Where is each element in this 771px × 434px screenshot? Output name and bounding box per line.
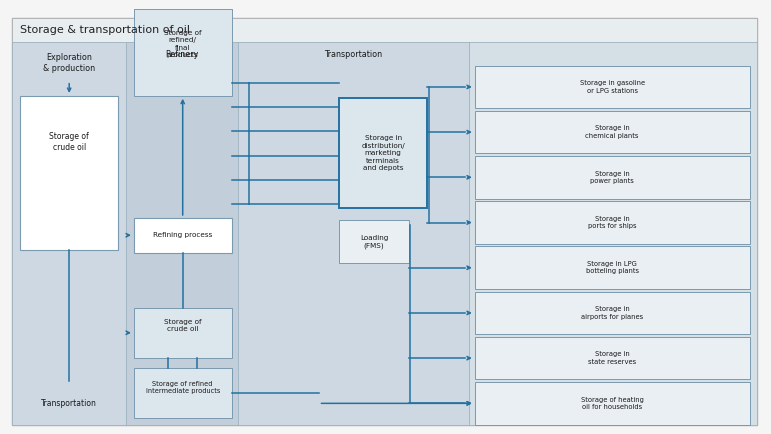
Bar bbox=[126, 42, 237, 424]
Bar bbox=[475, 292, 749, 334]
Bar bbox=[339, 220, 409, 263]
Text: Exploration
& production: Exploration & production bbox=[43, 53, 96, 73]
Text: Storage of
crude oil: Storage of crude oil bbox=[49, 132, 89, 152]
Bar bbox=[12, 42, 126, 424]
Bar bbox=[134, 368, 231, 418]
Bar bbox=[339, 98, 427, 208]
Text: Storage of refined
intermediate products: Storage of refined intermediate products bbox=[146, 381, 220, 394]
Bar bbox=[12, 18, 757, 42]
Text: Storage in
airports for planes: Storage in airports for planes bbox=[581, 306, 643, 320]
Text: Storage in
chemical plants: Storage in chemical plants bbox=[585, 125, 639, 139]
Text: Storage in gasoline
or LPG stations: Storage in gasoline or LPG stations bbox=[580, 80, 645, 94]
Bar bbox=[20, 96, 119, 250]
Bar bbox=[475, 337, 749, 379]
Bar bbox=[134, 218, 231, 253]
Bar bbox=[475, 111, 749, 153]
Text: Storage of
refined/
final
products: Storage of refined/ final products bbox=[164, 30, 201, 58]
Bar bbox=[237, 42, 469, 424]
Text: Storage in
ports for ships: Storage in ports for ships bbox=[588, 216, 636, 229]
Text: Storage & transportation of oil: Storage & transportation of oil bbox=[20, 25, 190, 35]
Text: Storage in
state reserves: Storage in state reserves bbox=[588, 352, 636, 365]
Text: Transportation: Transportation bbox=[324, 49, 382, 59]
Text: Loading
(FMS): Loading (FMS) bbox=[360, 235, 388, 249]
Bar bbox=[475, 66, 749, 108]
Text: Refinery: Refinery bbox=[165, 49, 199, 59]
Bar bbox=[475, 382, 749, 424]
Bar bbox=[475, 156, 749, 199]
Text: Transportation: Transportation bbox=[42, 398, 97, 408]
Text: Storage of heating
oil for households: Storage of heating oil for households bbox=[581, 397, 644, 410]
Bar bbox=[134, 10, 231, 96]
Bar bbox=[475, 247, 749, 289]
Text: Storage in
power plants: Storage in power plants bbox=[591, 171, 634, 184]
Text: Storage of
crude oil: Storage of crude oil bbox=[164, 319, 201, 332]
Text: Storage in LPG
botteling plants: Storage in LPG botteling plants bbox=[586, 261, 638, 274]
Bar bbox=[134, 308, 231, 358]
Bar bbox=[469, 42, 757, 424]
Text: Refining process: Refining process bbox=[153, 232, 212, 238]
Bar bbox=[475, 201, 749, 244]
Text: Storage in
distribution/
marketing
terminals
and depots: Storage in distribution/ marketing termi… bbox=[362, 135, 405, 171]
